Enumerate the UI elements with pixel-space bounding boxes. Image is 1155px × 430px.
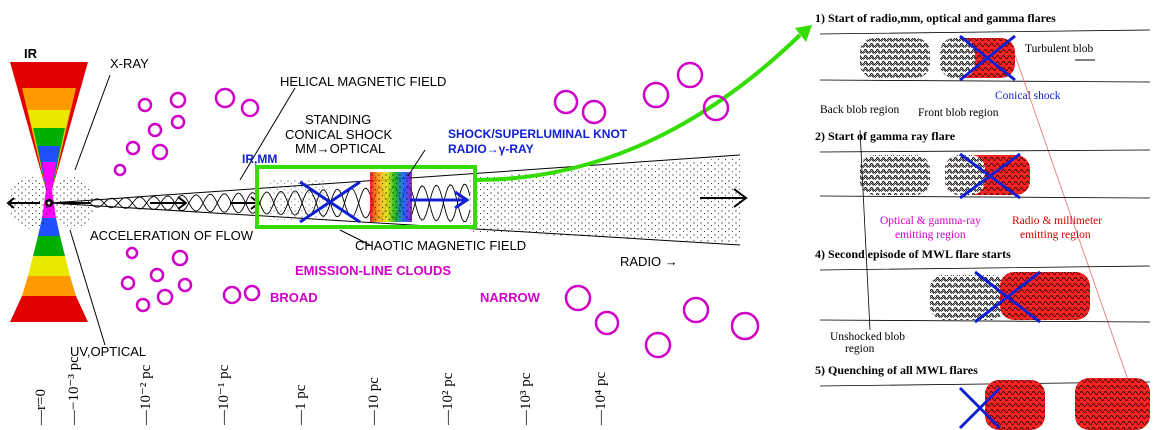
label-unshocked-2: region xyxy=(845,343,875,355)
label-broad: BROAD xyxy=(270,290,318,305)
label-turbulent: Turbulent blob xyxy=(1025,43,1094,55)
cloud-icon xyxy=(135,297,151,313)
step-4-heading: 4) Second episode of MWL flare starts xyxy=(815,247,1011,261)
scale-label: —10⁻² pc xyxy=(138,364,154,426)
cloud-icon xyxy=(156,288,174,306)
label-radio-mm: Radio & millimeter xyxy=(1012,215,1102,227)
label-acceleration: ACCELERATION OF FLOW xyxy=(90,228,254,243)
label-emission-clouds: EMISSION-LINE CLOUDS xyxy=(295,263,451,278)
cloud-icon xyxy=(147,122,163,138)
distance-scale: —r=0 —−10⁻³ pc —10⁻² pc —10⁻¹ pc —1 pc —10 pc… xyxy=(33,356,609,426)
label-front-blob: Front blob region xyxy=(918,107,999,119)
label-radio-mm-2: emitting region xyxy=(1020,229,1091,241)
cloud-icon xyxy=(171,249,189,267)
cloud-icon xyxy=(594,310,620,336)
cloud-icon xyxy=(240,98,260,118)
label-unshocked: Unshocked blob xyxy=(830,331,905,343)
accretion-disk xyxy=(8,62,94,322)
cloud-icon xyxy=(644,331,672,359)
cloud-icon xyxy=(642,81,670,109)
scale-label: —−10⁻³ pc xyxy=(66,356,82,426)
cloud-icon xyxy=(243,284,261,302)
scale-label: —10 pc xyxy=(366,377,382,426)
label-narrow: NARROW xyxy=(480,290,541,305)
cloud-icon xyxy=(169,91,187,109)
cloud-icon xyxy=(676,61,704,89)
label-uv-optical: UV,OPTICAL xyxy=(70,344,146,359)
cloud-icon xyxy=(177,277,193,293)
cloud-icon xyxy=(553,89,579,115)
label-ir-mm: IR,MM xyxy=(242,152,277,166)
cloud-icon xyxy=(137,97,153,113)
label-optical-gamma: Optical & gamma-ray xyxy=(880,215,981,227)
cloud-icon xyxy=(113,163,127,177)
cloud-icon xyxy=(214,87,236,109)
cloud-icon xyxy=(120,275,136,291)
step-1-heading: 1) Start of radio,mm, optical and gamma … xyxy=(815,11,1056,25)
scale-label: —10⁻¹ pc xyxy=(216,364,232,426)
scale-label: —10⁴ pc xyxy=(593,372,609,426)
label-xray: X-RAY xyxy=(110,56,149,71)
label-conical-right: Conical shock xyxy=(995,90,1061,102)
cloud-icon xyxy=(125,140,141,156)
label-chaotic: CHAOTIC MAGNETIC FIELD xyxy=(355,238,526,253)
label-ir: IR xyxy=(24,46,38,61)
label-helical: HELICAL MAGNETIC FIELD xyxy=(280,74,446,89)
step-2-heading: 2) Start of gamma ray flare xyxy=(815,129,956,143)
label-optical-gamma-2: emitting region xyxy=(895,229,966,241)
cloud-icon xyxy=(170,114,186,130)
label-back-blob: Back blob region xyxy=(820,104,899,116)
label-radio-gamma: RADIO→γ-RAY xyxy=(448,142,534,156)
label-conical-shock: CONICAL SHOCK xyxy=(285,127,392,142)
cloud-icon xyxy=(151,143,169,161)
highlight-box xyxy=(255,165,477,229)
emission-line-clouds xyxy=(113,61,760,359)
scale-label: —10² pc xyxy=(440,372,456,426)
scale-label: —r=0 xyxy=(33,389,49,426)
scale-label: —1 pc xyxy=(293,384,309,426)
cloud-icon xyxy=(682,296,710,324)
flare-panels: 1) Start of radio,mm, optical and gamma … xyxy=(815,11,1151,430)
cloud-icon xyxy=(125,246,139,260)
cloud-icon xyxy=(149,267,165,283)
cloud-icon xyxy=(702,94,730,122)
scale-label: —10³ pc xyxy=(518,372,534,426)
label-radio: RADIO → xyxy=(620,254,678,269)
label-standing: STANDING xyxy=(305,112,371,127)
label-mm-optical: MM→OPTICAL xyxy=(295,141,385,156)
cloud-icon xyxy=(730,311,760,341)
cloud-icon xyxy=(564,284,592,312)
step-5-heading: 5) Quenching of all MWL flares xyxy=(815,363,978,377)
shock-region xyxy=(255,25,812,229)
label-shock-knot: SHOCK/SUPERLUMINAL KNOT xyxy=(448,127,628,141)
cloud-icon xyxy=(581,99,607,125)
cloud-icon xyxy=(222,285,242,305)
